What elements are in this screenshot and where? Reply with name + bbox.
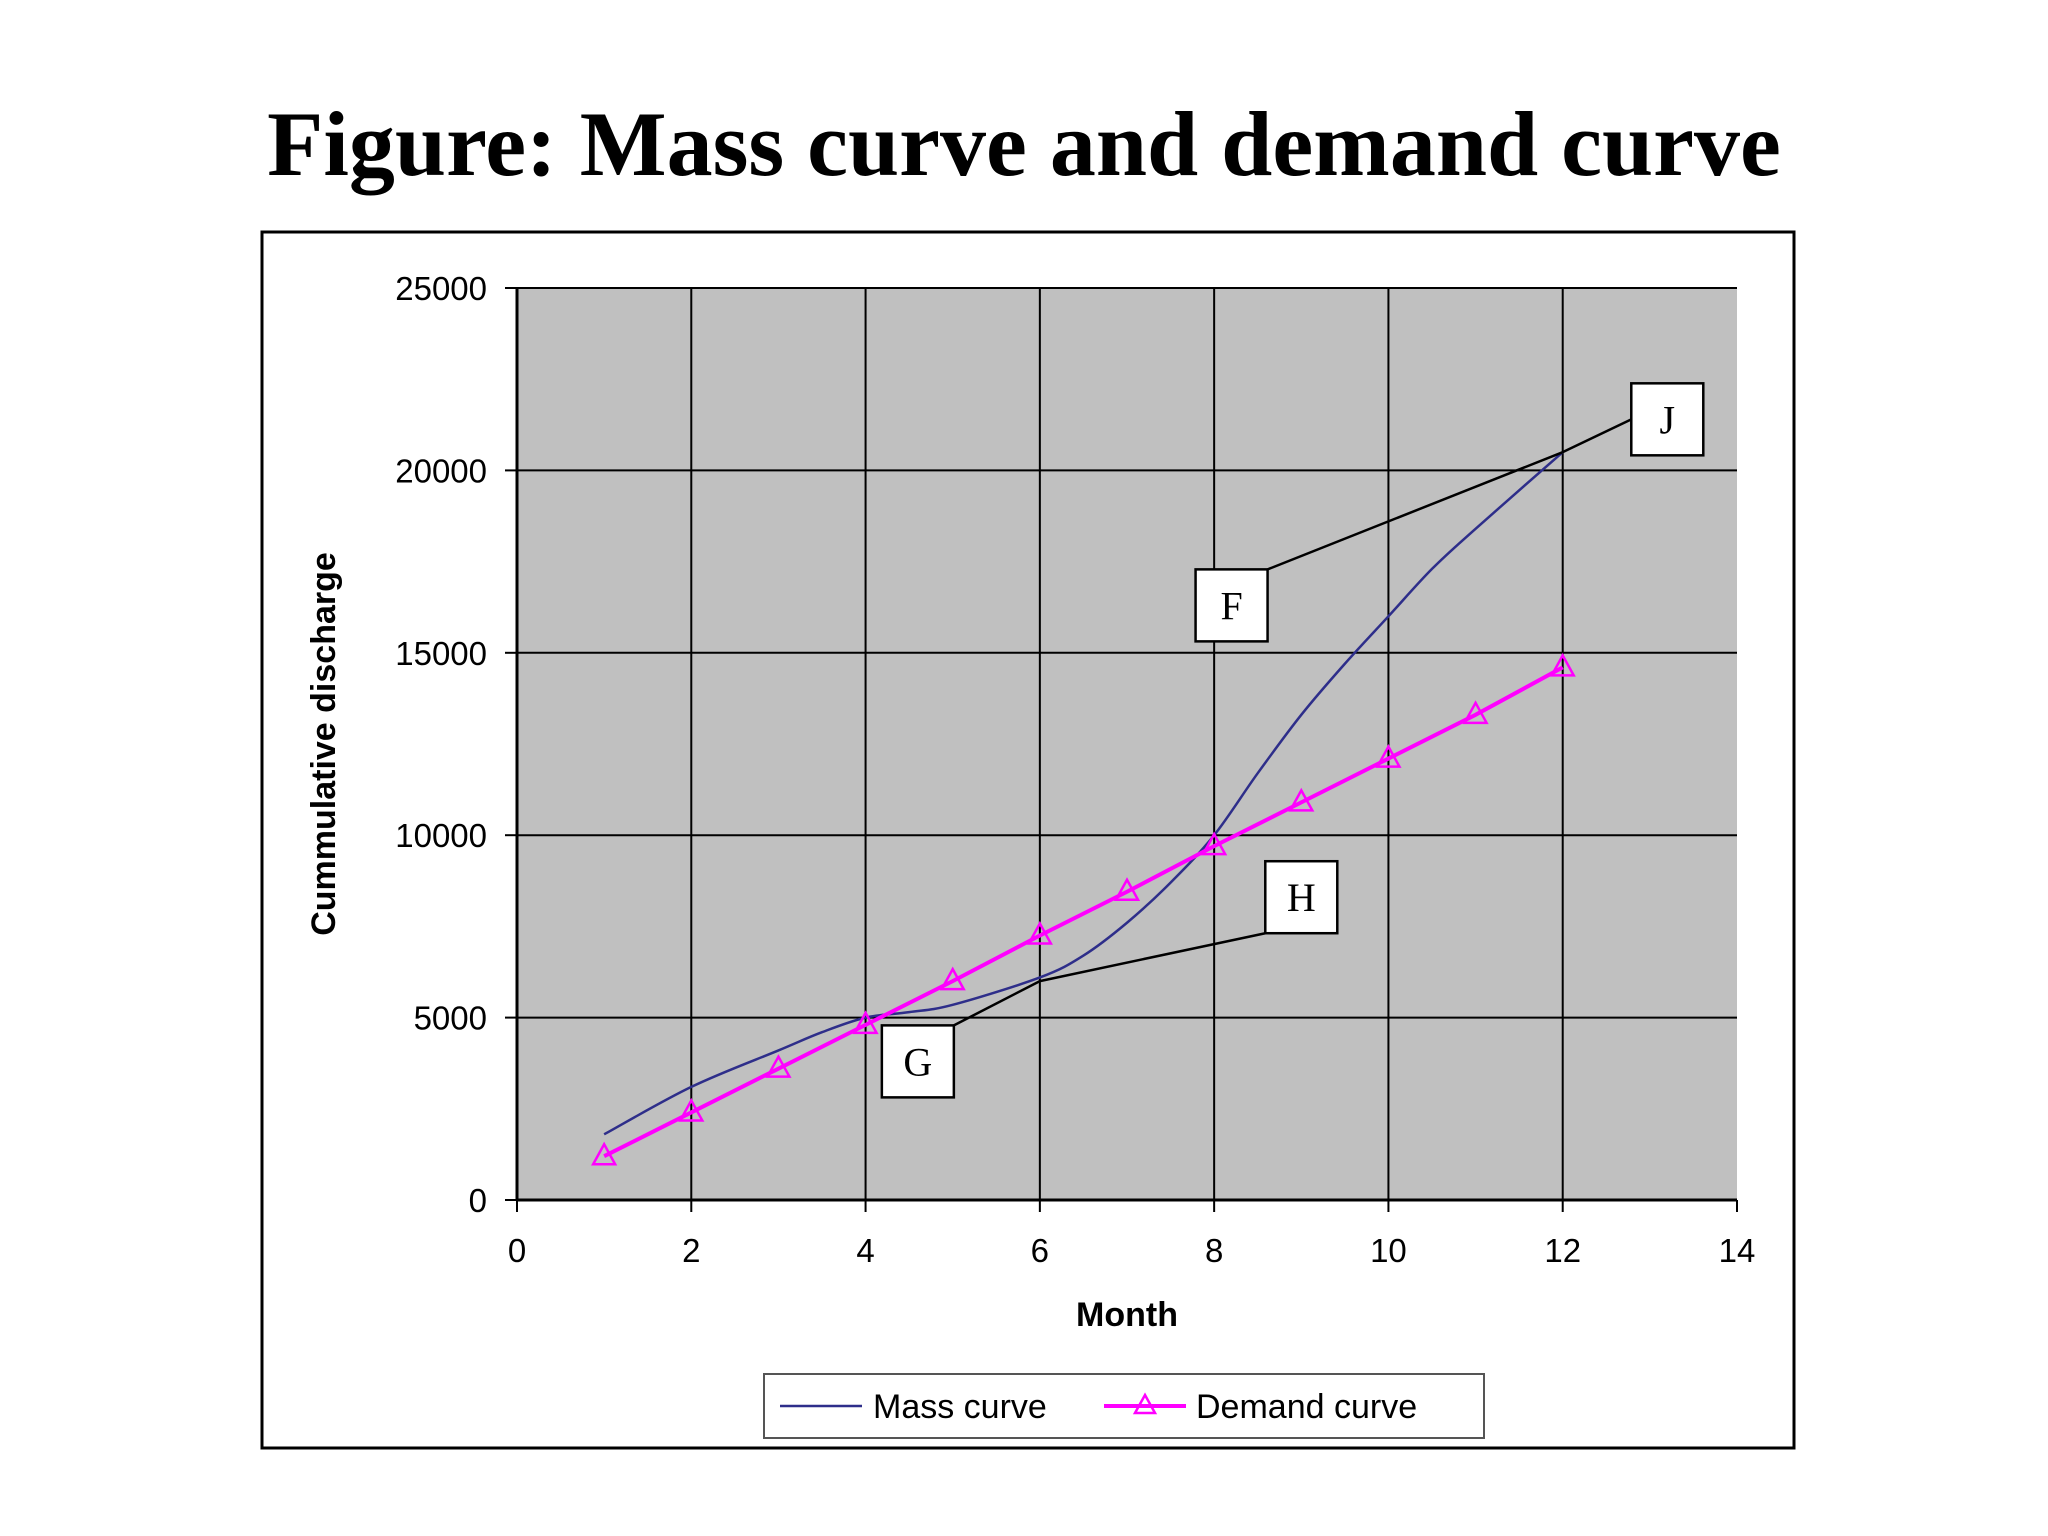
axes — [505, 287, 1738, 1212]
x-tick-label: 6 — [1031, 1232, 1049, 1269]
demand-point — [939, 966, 966, 991]
demand-point — [1549, 652, 1576, 677]
annotation-label-j: J — [1659, 397, 1675, 442]
annotation-leader-g — [953, 980, 1041, 1027]
legend: Mass curve Demand curve — [763, 1373, 1485, 1439]
plot-area — [517, 288, 1737, 1200]
page-title: Figure: Mass curve and demand curve — [267, 93, 1781, 195]
demand-point — [1288, 787, 1315, 812]
demand-point — [1375, 743, 1402, 768]
demand-curve-line — [603, 665, 1564, 1159]
annotation-box-g — [880, 1024, 956, 1099]
y-tick-label: 20000 — [395, 452, 487, 489]
tick-labels: 0 5000 10000 15000 20000 25000 0 2 4 6 8 10 12 14 — [395, 270, 1755, 1269]
y-tick-label: 25000 — [395, 270, 487, 307]
demand-point — [1201, 831, 1228, 856]
x-tick-label: 10 — [1370, 1232, 1407, 1269]
x-tick-label: 0 — [508, 1232, 526, 1269]
x-tick-label: 4 — [856, 1232, 874, 1269]
annotation-box-h — [1264, 859, 1339, 935]
legend-demand-label: Demand curve — [1196, 1388, 1417, 1426]
x-tick-label: 8 — [1205, 1232, 1223, 1269]
grid — [517, 287, 1737, 1200]
x-tick-label: 12 — [1544, 1232, 1581, 1269]
x-tick-label: 2 — [682, 1232, 700, 1269]
annotation-box-j — [1630, 382, 1705, 457]
demand-point — [765, 1054, 792, 1078]
annotations: J F H G — [880, 382, 1705, 1099]
y-tick-label: 15000 — [395, 635, 487, 672]
y-tick-label: 5000 — [414, 1000, 487, 1037]
annotation-leader-j — [1562, 418, 1632, 454]
demand-point — [1026, 920, 1053, 945]
x-axis-title: Month — [1076, 1296, 1178, 1334]
annotation-label-g: G — [903, 1039, 932, 1084]
mass-curve-line — [603, 451, 1564, 1136]
demand-point — [678, 1097, 705, 1122]
annotation-leader-h — [1039, 931, 1266, 983]
legend-mass-label: Mass curve — [873, 1388, 1047, 1426]
annotation-label-h: H — [1287, 875, 1316, 920]
x-tick-label: 14 — [1719, 1232, 1756, 1269]
demand-point — [1113, 877, 1141, 901]
y-tick-label: 0 — [469, 1182, 487, 1219]
y-tick-label: 10000 — [395, 817, 487, 854]
demand-point — [591, 1141, 618, 1166]
legend-demand-marker — [1132, 1392, 1158, 1415]
demand-point — [852, 1010, 879, 1035]
demand-point — [1462, 700, 1489, 725]
annotation-leader-f — [1267, 450, 1564, 571]
annotation-box-f — [1194, 568, 1269, 643]
series-layer — [591, 451, 1576, 1166]
annotation-label-f: F — [1220, 583, 1242, 628]
y-axis-title: Cummulative discharge — [305, 552, 343, 936]
